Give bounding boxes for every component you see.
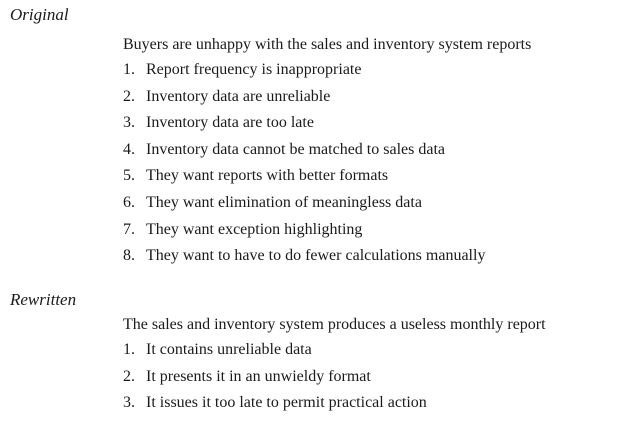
item-text: It issues it too late to permit practica… (146, 394, 427, 411)
list-item: 3. It issues it too late to permit practi… (123, 393, 427, 420)
rewritten-intro: The sales and inventory system produces … (123, 316, 546, 333)
item-number: 7. (123, 220, 135, 238)
item-text: Report frequency is inappropriate (146, 61, 362, 78)
rewritten-list: 1. It contains unreliable data 2. It prese… (123, 340, 427, 420)
list-item: 1. It contains unreliable data (123, 340, 427, 367)
list-item: 2. It presents it in an unwieldy format (123, 367, 427, 394)
section-heading-rewritten: Rewritten (10, 290, 77, 309)
item-number: 4. (123, 140, 135, 158)
item-number: 1. (123, 341, 135, 358)
list-item: 6. They want elimination of meaningless d… (123, 193, 485, 220)
list-item: 4. Inventory data cannot be matched to sa… (123, 140, 485, 167)
item-text: They want reports with better formats (146, 167, 389, 185)
item-number: 3. (123, 394, 135, 411)
item-text: Inventory data cannot be matched to sale… (146, 140, 445, 158)
item-number: 8. (123, 247, 135, 265)
item-text: They want exception highlighting (146, 220, 363, 238)
item-number: 5. (123, 167, 135, 185)
item-text: They want elimination of meaningless dat… (146, 193, 422, 211)
list-item: 5. They want reports with better formats (123, 166, 485, 193)
item-text: Inventory data are too late (146, 114, 314, 132)
item-number: 2. (123, 87, 135, 105)
list-item: 8. They want to have to do fewer calculat… (123, 246, 485, 273)
list-item: 3. Inventory data are too late (123, 113, 485, 140)
item-text: It contains unreliable data (146, 341, 312, 358)
item-number: 6. (123, 193, 135, 211)
item-text: It presents it in an unwieldy format (146, 367, 371, 385)
item-number: 3. (123, 114, 135, 132)
list-item: 2. Inventory data are unreliable (123, 87, 485, 114)
section-heading-original: Original (10, 5, 69, 24)
item-number: 2. (123, 367, 135, 385)
item-text: Inventory data are unreliable (146, 87, 331, 105)
original-list: 1. Report frequency is inappropriate 2. In… (123, 60, 485, 273)
list-item: 1. Report frequency is inappropriate (123, 60, 485, 87)
item-text: They want to have to do fewer calculatio… (146, 247, 486, 265)
original-intro: Buyers are unhappy with the sales and in… (123, 36, 532, 53)
list-item: 7. They want exception highlighting (123, 220, 485, 247)
item-number: 1. (123, 61, 135, 78)
